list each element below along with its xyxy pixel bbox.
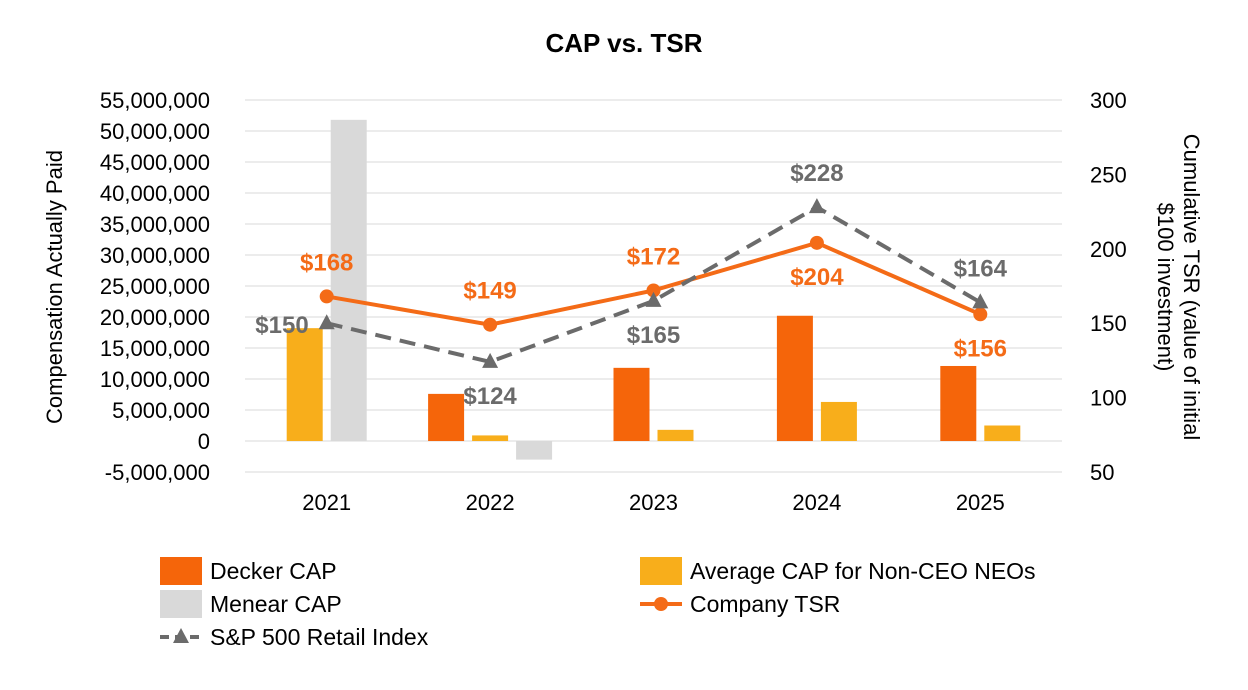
point-company-tsr: [646, 283, 661, 298]
x-tick-label: 2024: [792, 490, 841, 515]
left-tick-label: 35,000,000: [100, 212, 210, 237]
bar-decker-cap: [940, 365, 977, 441]
left-tick-label: 5,000,000: [112, 398, 210, 423]
left-tick-label: 10,000,000: [100, 367, 210, 392]
x-tick-label: 2022: [466, 490, 515, 515]
left-tick-label: -5,000,000: [105, 460, 210, 485]
bars: [286, 119, 1021, 460]
x-tick-label: 2021: [302, 490, 351, 515]
data-label-s-p-500-retail-index: $164: [954, 255, 1008, 282]
point-company-tsr: [483, 317, 498, 332]
left-tick-label: 55,000,000: [100, 88, 210, 113]
gridlines: [245, 99, 1062, 473]
point-company-tsr: [809, 235, 824, 250]
right-tick-label: 50: [1090, 460, 1114, 485]
left-tick-label: 15,000,000: [100, 336, 210, 361]
point-s-p-500-retail-index: [318, 314, 335, 330]
x-tick-label: 2023: [629, 490, 678, 515]
right-tick-label: 150: [1090, 311, 1127, 336]
left-tick-label: 20,000,000: [100, 305, 210, 330]
left-tick-label: 45,000,000: [100, 150, 210, 175]
legend-label: Company TSR: [690, 591, 840, 617]
bar-average-cap-for-non-ceo-neos: [472, 435, 509, 441]
left-axis-title: Compensation Actually Paid: [42, 150, 67, 424]
right-axis-title-line-2: $100 investment): [1153, 203, 1178, 372]
legend-marker-s-p-500-retail-index: [173, 628, 189, 643]
data-label-s-p-500-retail-index: $150: [255, 312, 308, 339]
data-label-company-tsr: $149: [463, 278, 516, 305]
left-tick-label: 30,000,000: [100, 243, 210, 268]
lines: [318, 198, 989, 368]
data-label-company-tsr: $168: [300, 249, 353, 276]
data-labels: $168 $149 $172 $204 $156 $150 $124 $165 $228 $164: [255, 160, 1007, 410]
left-tick-label: 40,000,000: [100, 181, 210, 206]
bar-average-cap-for-non-ceo-neos: [820, 401, 857, 441]
point-s-p-500-retail-index: [482, 352, 499, 368]
bar-menear-cap: [516, 441, 553, 460]
point-s-p-500-retail-index: [972, 293, 989, 309]
line-s-p-500-retail-index: [326, 204, 982, 364]
left-tick-label: 0: [198, 429, 210, 454]
legend-label: Average CAP for Non-CEO NEOs: [690, 558, 1036, 584]
data-label-s-p-500-retail-index: $124: [463, 383, 517, 410]
right-tick-label: 100: [1090, 386, 1127, 411]
x-tick-label: 2025: [956, 490, 1005, 515]
legend-swatch-menear-cap: [160, 590, 202, 618]
legend: Decker CAP Average CAP for Non-CEO NEOs Me…: [160, 557, 1036, 650]
legend-marker-company-tsr: [654, 597, 668, 611]
data-label-s-p-500-retail-index: $228: [790, 160, 843, 187]
bar-average-cap-for-non-ceo-neos: [657, 429, 694, 441]
right-tick-label: 300: [1090, 88, 1127, 113]
point-company-tsr: [319, 289, 334, 304]
data-label-company-tsr: $204: [790, 264, 844, 291]
left-axis-ticks: -5,000,000 0 5,000,000 10,000,000 15,000,000…: [100, 88, 210, 485]
point-s-p-500-retail-index: [808, 198, 825, 214]
right-axis-title-line-1: Cumulative TSR (value of initial: [1179, 134, 1204, 441]
legend-swatch-decker-cap: [160, 557, 202, 585]
legend-label: Decker CAP: [210, 558, 337, 584]
bar-decker-cap: [613, 367, 650, 441]
bar-decker-cap: [428, 393, 465, 441]
data-label-company-tsr: $156: [954, 335, 1007, 362]
bar-menear-cap: [330, 119, 367, 441]
x-axis-ticks: 2021 2022 2023 2024 2025: [302, 490, 1005, 515]
left-tick-label: 25,000,000: [100, 274, 210, 299]
legend-label: Menear CAP: [210, 591, 342, 617]
bar-average-cap-for-non-ceo-neos: [286, 328, 323, 441]
data-label-s-p-500-retail-index: $165: [627, 322, 680, 349]
right-axis-ticks: 50 100 150 200 250 300: [1090, 88, 1127, 485]
legend-label: S&P 500 Retail Index: [210, 624, 429, 650]
data-label-company-tsr: $172: [627, 243, 680, 270]
bar-decker-cap: [776, 315, 813, 441]
right-tick-label: 250: [1090, 162, 1127, 187]
legend-swatch-average-cap-for-non-ceo-neos: [640, 557, 682, 585]
point-company-tsr: [973, 307, 988, 322]
bar-average-cap-for-non-ceo-neos: [984, 425, 1021, 441]
chart-title: CAP vs. TSR: [545, 28, 702, 58]
right-tick-label: 200: [1090, 237, 1127, 262]
point-s-p-500-retail-index: [645, 291, 662, 307]
left-tick-label: 50,000,000: [100, 119, 210, 144]
